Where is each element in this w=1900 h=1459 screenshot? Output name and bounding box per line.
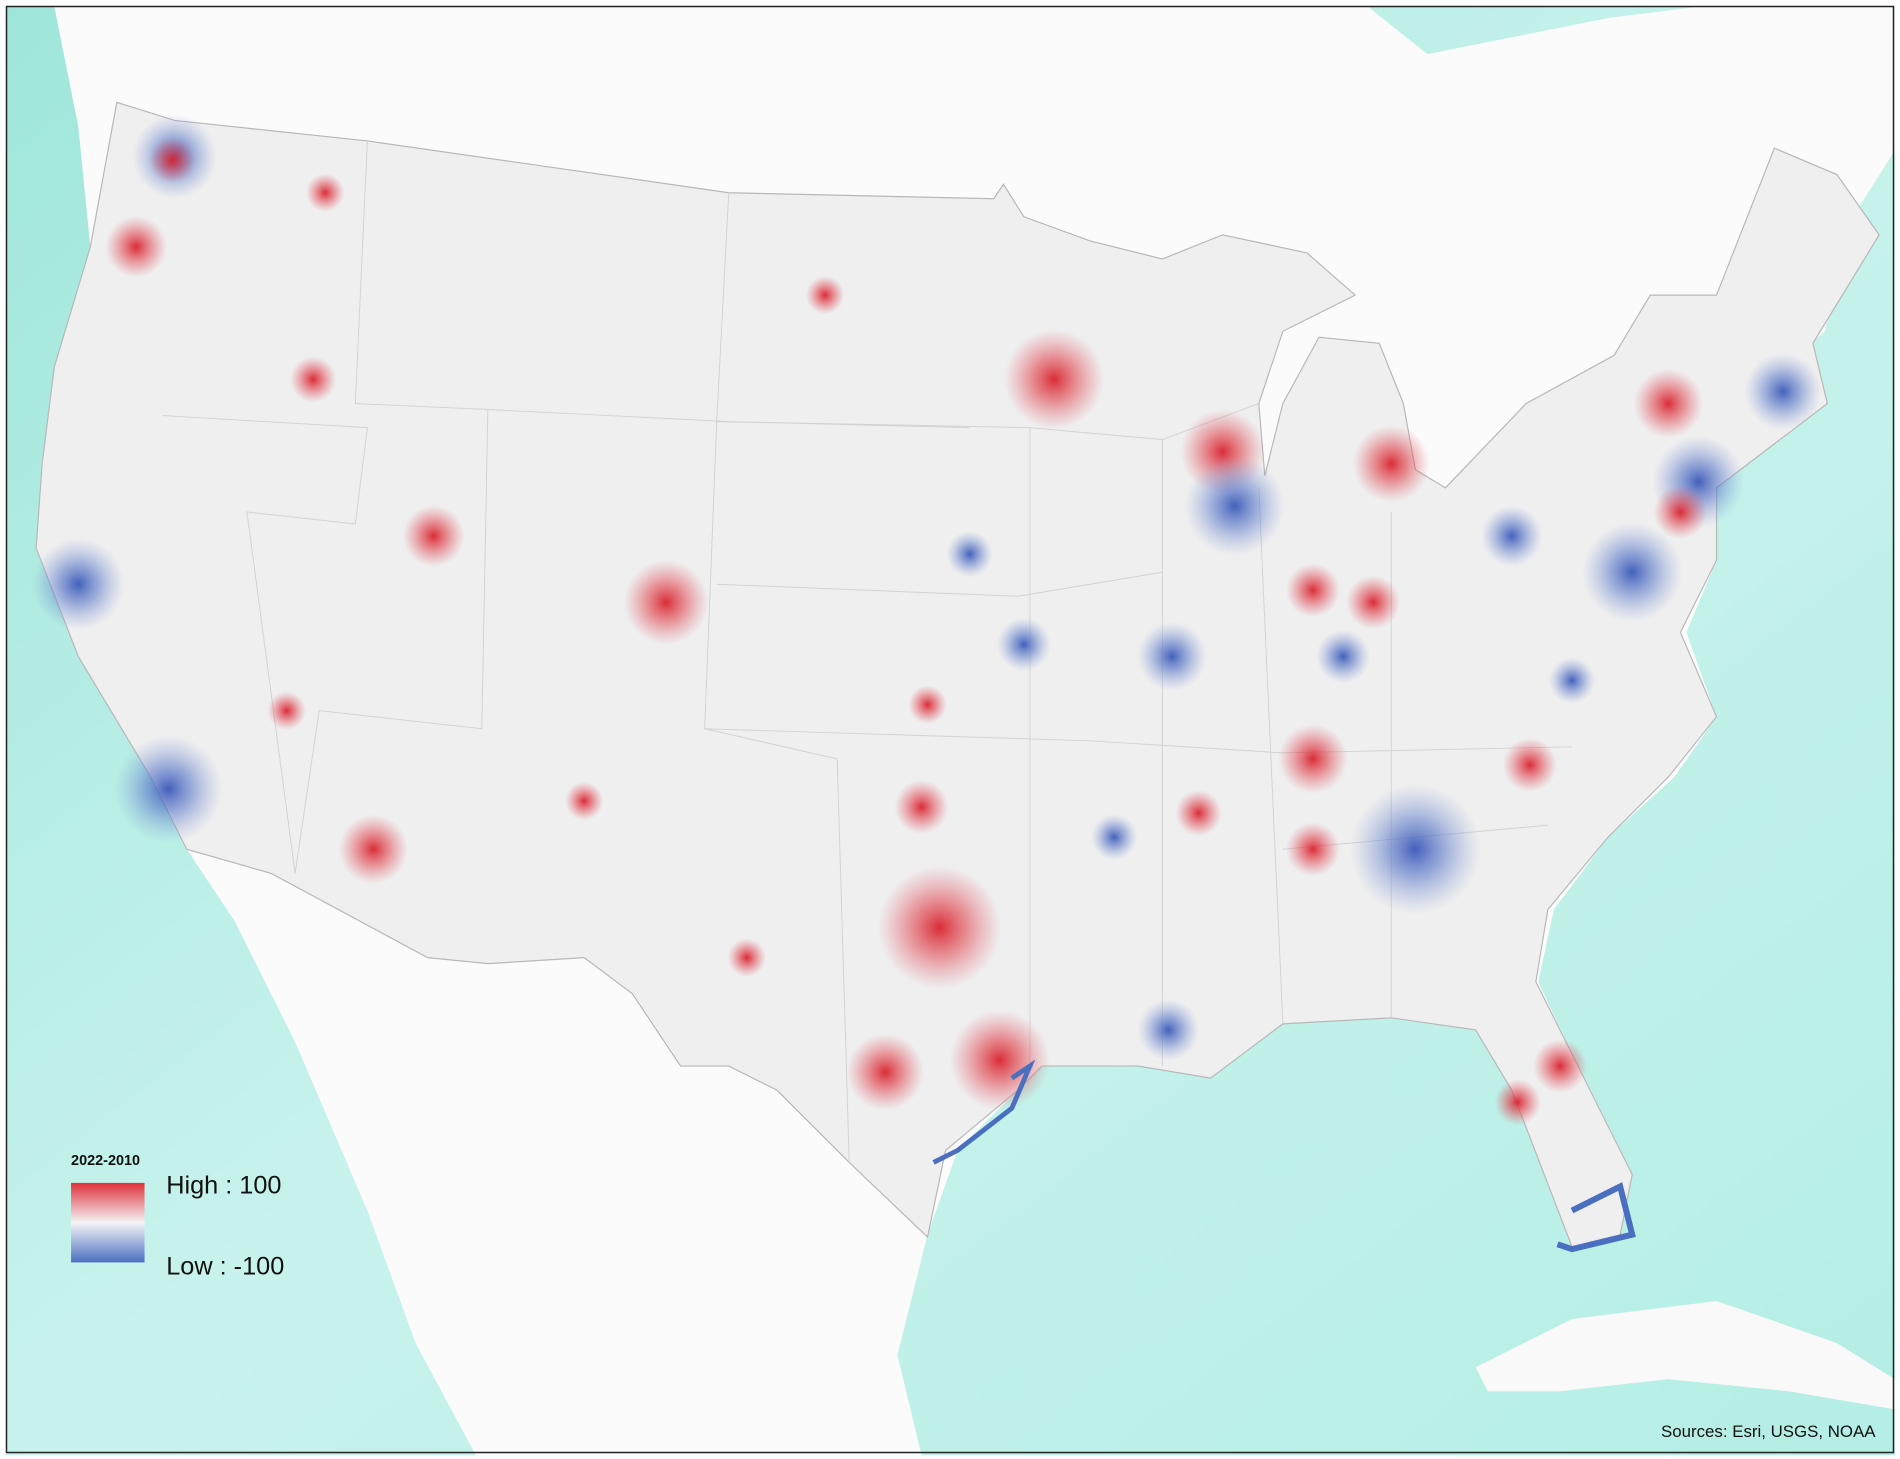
urban-area: [1184, 455, 1285, 557]
urban-area: [1316, 629, 1371, 684]
urban-area: [1494, 1079, 1541, 1126]
urban-area: [338, 814, 409, 884]
coast-change: [932, 1059, 1036, 1165]
urban-area: [114, 735, 223, 843]
urban-area: [877, 865, 1002, 990]
legend-ramp: [71, 1182, 145, 1263]
urban-area: [1582, 522, 1683, 623]
urban-area: [1744, 352, 1822, 431]
urban-area: [1352, 425, 1430, 503]
urban-area: [267, 691, 306, 730]
urban-area: [402, 505, 465, 567]
urban-area: [908, 685, 947, 724]
urban-area: [1346, 575, 1401, 630]
urban-area: [805, 275, 845, 315]
urban-area: [1286, 822, 1340, 877]
legend-title: 2022-2010: [71, 1153, 140, 1169]
coast-change: [1556, 1182, 1636, 1253]
urban-area: [1633, 368, 1704, 439]
urban-area: [1502, 737, 1557, 792]
urban-area: [105, 216, 167, 278]
legend-low: Low : -100: [166, 1252, 284, 1280]
credits: Sources: Esri, USGS, NOAA: [1661, 1422, 1876, 1441]
frame: [5, 5, 1895, 1454]
legend: 2022-2010 High : 100 Low : -100: [71, 1153, 284, 1280]
urban-area: [1091, 814, 1138, 861]
urban-area: [1175, 789, 1222, 837]
legend-high: High : 100: [166, 1172, 281, 1200]
population-change-areas: [32, 114, 1822, 1126]
us-land: [35, 101, 1880, 1248]
urban-area: [1278, 724, 1348, 794]
urban-area: [946, 530, 993, 578]
urban-area: [1137, 621, 1207, 692]
urban-area: [1286, 563, 1340, 618]
urban-area: [1480, 505, 1543, 567]
urban-area: [1548, 657, 1596, 704]
island: [1475, 1300, 1895, 1410]
urban-area: [949, 1009, 1050, 1111]
urban-area: [623, 559, 709, 645]
urban-area: [996, 617, 1051, 672]
urban-area: [846, 1033, 924, 1111]
urban-area: [290, 356, 337, 403]
urban-area: [564, 781, 604, 821]
urban-area: [894, 780, 949, 835]
urban-area: [1137, 999, 1200, 1061]
urban-area: [305, 173, 345, 212]
urban-area: [1349, 783, 1481, 915]
urban-area: [1003, 329, 1105, 430]
urban-area: [727, 938, 767, 977]
urban-area: [1532, 1039, 1587, 1094]
urban-area: [149, 137, 196, 184]
urban-area: [1653, 484, 1708, 539]
urban-area: [32, 537, 125, 631]
